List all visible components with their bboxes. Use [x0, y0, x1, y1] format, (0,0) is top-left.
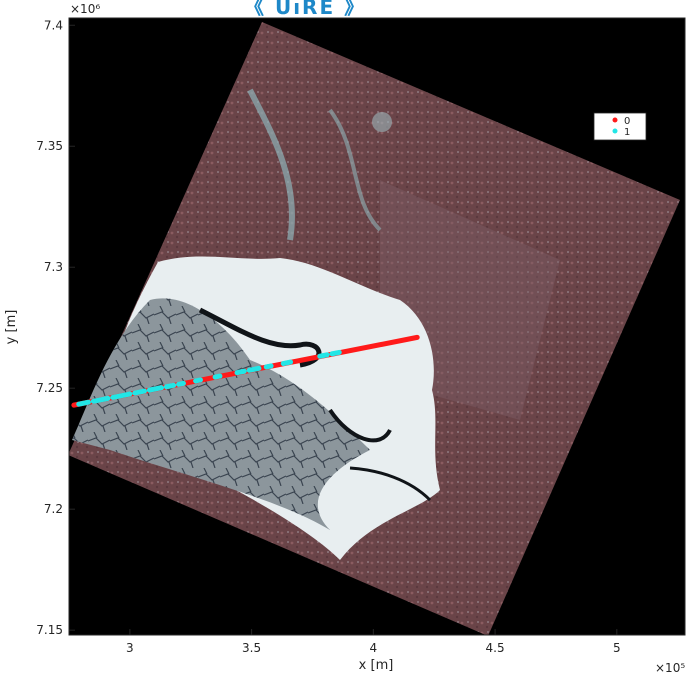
y-tick-label: 7.4 [44, 18, 63, 32]
series-1-points [110, 391, 133, 400]
series-1-points [76, 399, 91, 407]
legend-marker-0 [612, 117, 618, 123]
x-tick-label: 3 [126, 641, 134, 655]
series-1-points [212, 373, 223, 380]
y-axis-label: y [m] [4, 310, 19, 345]
series-1-points [263, 363, 274, 370]
y-tick-label: 7.25 [36, 381, 63, 395]
axes-frame [68, 17, 686, 636]
series-1-points [146, 385, 165, 393]
legend-marker-1 [612, 128, 618, 134]
y-tick-label: 7.3 [44, 260, 63, 274]
header-logo: 《 UıRE 》 [244, 0, 367, 19]
y-axis-exponent: ×10⁶ [70, 2, 100, 16]
x-tick-label: 4 [370, 641, 378, 655]
series-1-points [317, 352, 330, 359]
series-1-points [90, 395, 111, 404]
legend-label-1: 1 [624, 127, 630, 138]
satellite-image [69, 22, 680, 635]
series-1-points [234, 368, 247, 376]
x-axis: 3 3.5 4 4.5 5 [126, 629, 621, 655]
y-axis: 7.15 7.2 7.25 7.3 7.35 7.4 [36, 18, 75, 637]
y-tick-label: 7.15 [36, 623, 63, 637]
x-tick-label: 4.5 [486, 641, 505, 655]
x-tick-label: 3.5 [242, 641, 261, 655]
series-1-points [329, 349, 342, 357]
series-1-points [176, 380, 186, 387]
series-1-points [246, 365, 262, 373]
series-1-points [163, 382, 177, 390]
series-1-points [132, 388, 147, 396]
x-axis-label: x [m] [359, 658, 394, 673]
series-1-points [193, 377, 203, 384]
x-tick-label: 5 [613, 641, 621, 655]
series-layer [71, 334, 420, 408]
x-axis-exponent: ×10⁵ [655, 661, 685, 675]
y-tick-label: 7.35 [36, 139, 63, 153]
series-1-points [280, 359, 294, 367]
legend-label-0: 0 [624, 116, 630, 127]
legend: 0 1 [593, 112, 647, 141]
y-tick-label: 7.2 [44, 502, 63, 516]
